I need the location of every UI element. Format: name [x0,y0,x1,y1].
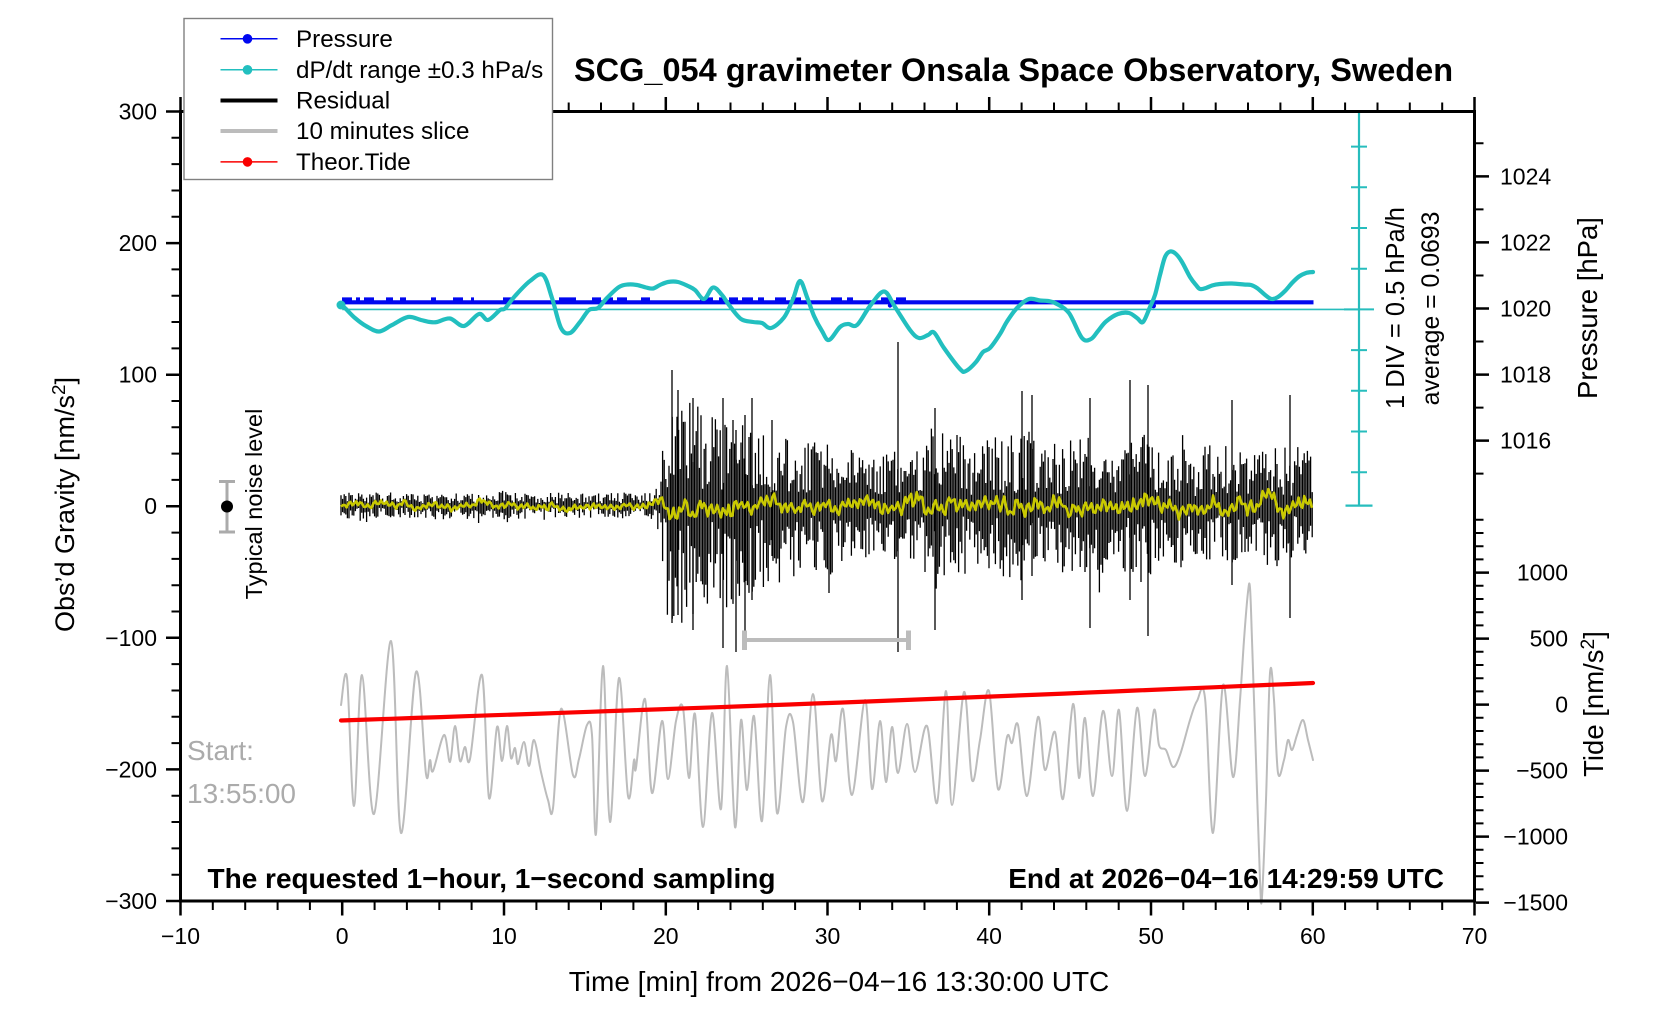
svg-text:Theor.Tide: Theor.Tide [296,149,411,176]
svg-text:40: 40 [976,923,1002,949]
svg-text:300: 300 [119,99,157,125]
svg-text:Typical noise level: Typical noise level [241,409,267,600]
svg-text:Obs’d Gravity [nm/s2]: Obs’d Gravity [nm/s2] [49,377,80,632]
svg-text:SCG_054 gravimeter Onsala Spac: SCG_054 gravimeter Onsala Space Observat… [574,52,1453,88]
svg-text:Residual: Residual [296,88,390,115]
svg-text:−200: −200 [105,756,157,782]
svg-text:1024: 1024 [1500,163,1551,189]
svg-text:Time [min] from 2026−04−16 13:: Time [min] from 2026−04−16 13:30:00 UTC [569,966,1110,997]
svg-text:100: 100 [119,362,157,388]
svg-text:1018: 1018 [1500,362,1551,388]
svg-text:0: 0 [336,923,349,949]
svg-text:1000: 1000 [1517,560,1568,586]
svg-text:End at 2026−04−16 14:29:59 UTC: End at 2026−04−16 14:29:59 UTC [1008,863,1444,894]
svg-text:−300: −300 [105,888,157,914]
svg-text:0: 0 [144,493,157,519]
svg-text:1 DIV = 0.5 hPa/h: 1 DIV = 0.5 hPa/h [1382,207,1410,409]
svg-text:dP/dt range ±0.3 hPa/s: dP/dt range ±0.3 hPa/s [296,57,543,84]
svg-text:−1500: −1500 [1503,890,1568,916]
svg-text:30: 30 [815,923,841,949]
svg-text:−10: −10 [161,923,200,949]
svg-text:20: 20 [653,923,679,949]
svg-text:10 minutes slice: 10 minutes slice [296,118,469,145]
svg-text:Pressure [hPa]: Pressure [hPa] [1572,217,1603,399]
svg-text:500: 500 [1530,626,1568,652]
svg-text:−100: −100 [105,625,157,651]
svg-text:The requested 1−hour, 1−second: The requested 1−hour, 1−second sampling [208,863,776,894]
svg-text:10: 10 [491,923,517,949]
svg-text:Pressure: Pressure [296,26,393,53]
svg-text:Start:: Start: [187,735,254,766]
svg-text:60: 60 [1300,923,1326,949]
svg-text:200: 200 [119,230,157,256]
svg-text:70: 70 [1462,923,1488,949]
svg-text:Tide [nm/s2]: Tide [nm/s2] [1578,631,1609,777]
svg-text:−500: −500 [1516,758,1568,784]
svg-text:1022: 1022 [1500,229,1551,255]
svg-text:1016: 1016 [1500,428,1551,454]
svg-text:average = 0.0693: average = 0.0693 [1418,212,1445,406]
svg-text:0: 0 [1555,692,1568,718]
svg-text:1020: 1020 [1500,296,1551,322]
svg-text:−1000: −1000 [1503,824,1568,850]
svg-text:13:55:00: 13:55:00 [187,778,296,809]
svg-text:50: 50 [1138,923,1164,949]
